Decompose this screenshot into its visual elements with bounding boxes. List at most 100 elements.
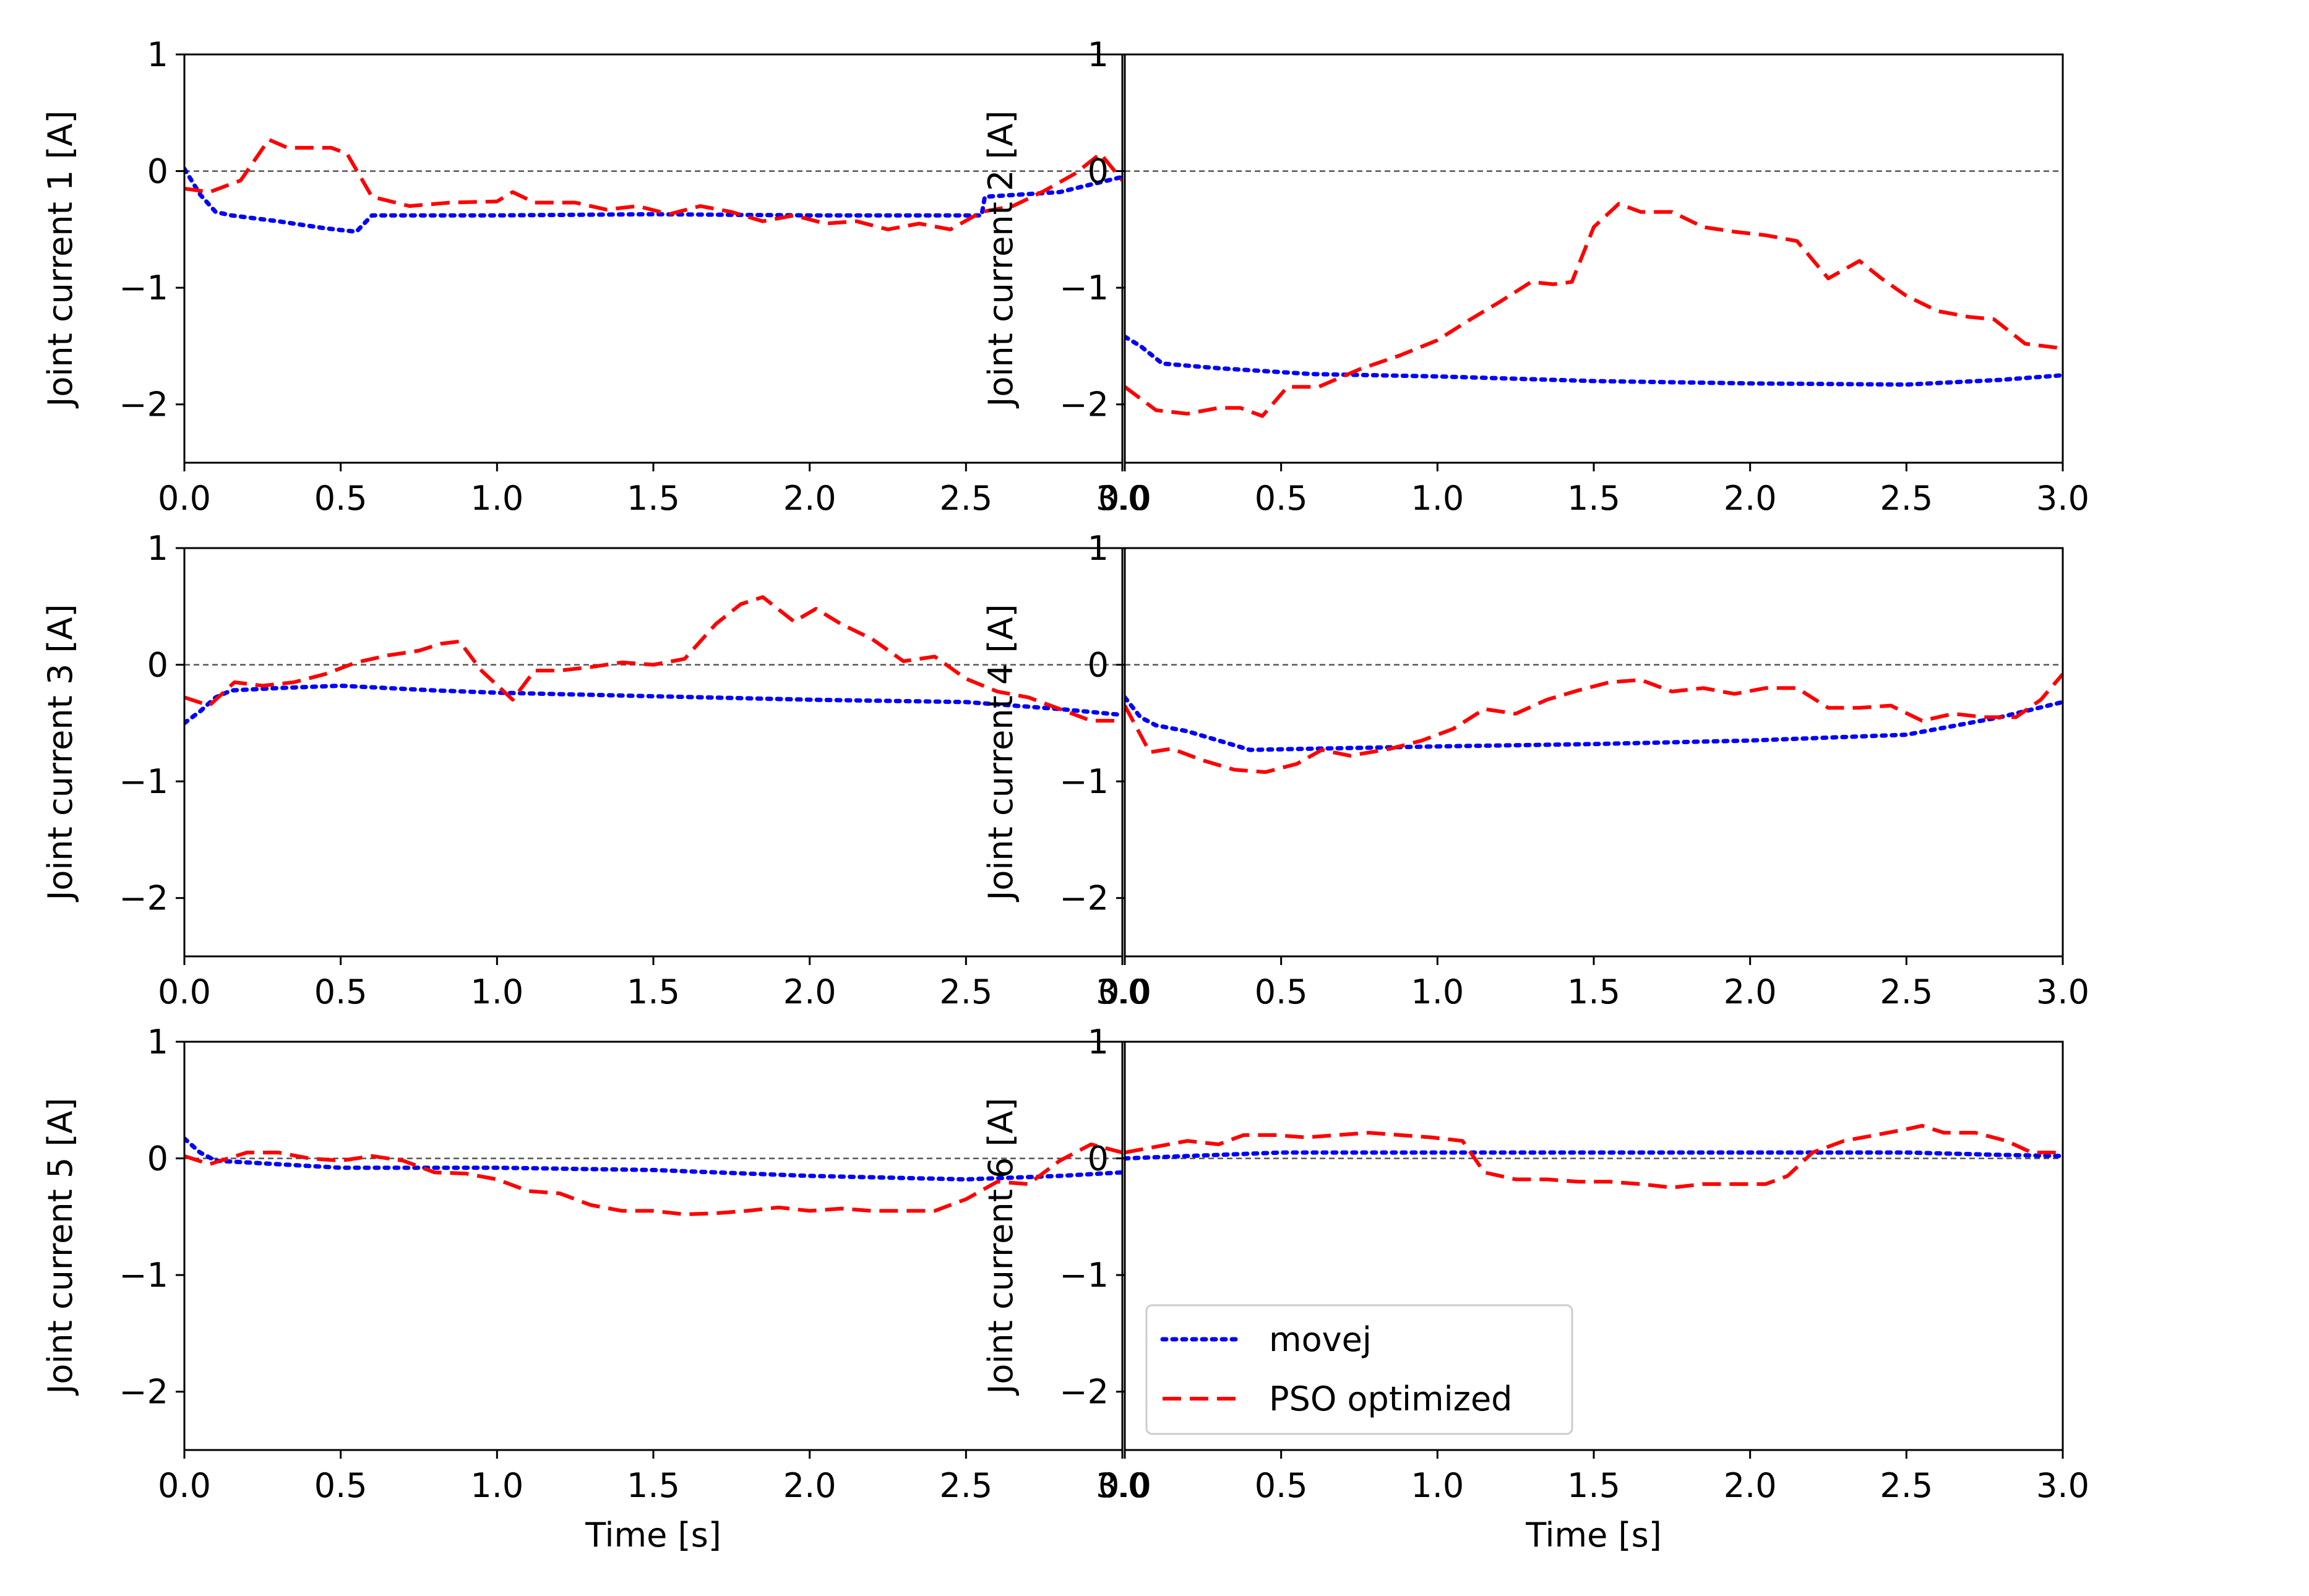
x-tick-label: 3.0	[1096, 1466, 1149, 1505]
x-tick-label: 1.0	[1411, 1466, 1464, 1505]
x-tick-label: 0.5	[314, 479, 368, 518]
series-group	[184, 137, 1122, 234]
pso-optimized-line	[1125, 1123, 2063, 1190]
pso-optimized-line	[184, 1142, 1122, 1217]
y-tick-label: 0	[147, 1139, 168, 1178]
x-tick-label: 0.0	[158, 972, 211, 1011]
x-tick-label: 1.5	[627, 1466, 680, 1505]
pso-optimized-line	[1125, 672, 2063, 774]
legend-box	[1145, 1304, 1573, 1435]
movej-line	[1125, 1150, 2063, 1161]
y-tick-label: 1	[1088, 529, 1109, 568]
y-tick-label: 0	[147, 152, 168, 191]
y-axis-label: Joint current 1 [A]	[41, 110, 80, 408]
y-tick-label: 1	[1088, 35, 1109, 74]
subplot-1: 0.0 0.5 1.0 1.5 2.0 2.5 3.0 1 0 −1 −2 Joint current…	[41, 35, 1149, 518]
movej-line	[184, 166, 1122, 234]
series-group	[184, 1136, 1122, 1217]
y-tick-label: −2	[1059, 879, 1109, 918]
x-tick-label: 1.5	[1567, 479, 1620, 518]
x-tick-label: 0.5	[1255, 972, 1308, 1011]
x-tick-label: 0.0	[158, 479, 211, 518]
x-tick-label: 0.5	[1255, 479, 1308, 518]
legend-label: PSO optimized	[1269, 1379, 1512, 1418]
x-tick-label: 1.0	[470, 1466, 523, 1505]
x-tick-label: 2.0	[783, 479, 836, 518]
y-tick-label: 0	[147, 646, 168, 685]
y-axis-label: Joint current 5 [A]	[41, 1097, 80, 1396]
y-tick-label: −2	[119, 1373, 168, 1412]
x-tick-label: 1.0	[470, 479, 523, 518]
subplot-4: 0.0 0.5 1.0 1.5 2.0 2.5 3.0 1 0 −1 −2 Joint current…	[981, 529, 2089, 1011]
x-tick-label: 1.0	[470, 972, 523, 1011]
movej-line	[184, 1136, 1122, 1182]
series-group	[184, 595, 1122, 726]
x-tick-label: 2.0	[783, 1466, 836, 1505]
x-tick-label: 1.0	[1411, 972, 1464, 1011]
x-tick-label: 2.0	[1724, 972, 1777, 1011]
x-tick-label: 3.0	[1096, 972, 1149, 1011]
y-axis-label: Joint current 6 [A]	[981, 1097, 1020, 1396]
x-tick-label: 2.5	[939, 972, 992, 1011]
series-group	[1125, 202, 2063, 418]
pso-optimized-line	[1125, 202, 2063, 418]
y-axis-label: Joint current 2 [A]	[981, 110, 1020, 408]
x-tick-label: 2.5	[1880, 1466, 1933, 1505]
legend-label: movej	[1269, 1320, 1372, 1359]
y-tick-label: 1	[147, 1023, 168, 1062]
x-tick-label: 0.0	[1098, 479, 1151, 518]
axes-frame	[1124, 547, 2064, 958]
y-tick-label: −2	[119, 879, 168, 918]
y-tick-label: −2	[1059, 1373, 1109, 1412]
x-tick-label: 1.5	[627, 972, 680, 1011]
y-tick-label: 1	[1088, 1023, 1109, 1062]
x-tick-label: 1.5	[627, 479, 680, 518]
x-tick-label: 3.0	[2036, 1466, 2089, 1505]
x-tick-label: 0.5	[1255, 1466, 1308, 1505]
x-tick-label: 3.0	[2036, 972, 2089, 1011]
y-tick-label: −1	[119, 762, 168, 801]
subplot-5: 0.0 0.5 1.0 1.5 2.0 2.5 3.0 1 0 −1 −2 Joint current…	[41, 1023, 1149, 1555]
y-axis-label: Joint current 4 [A]	[981, 604, 1020, 902]
y-tick-label: 0	[1088, 152, 1109, 191]
y-axis-label: Joint current 3 [A]	[41, 604, 80, 902]
y-tick-label: −1	[119, 268, 168, 307]
pso-optimized-line	[184, 595, 1122, 723]
series-group	[1125, 1123, 2063, 1190]
x-tick-label: 0.5	[314, 1466, 368, 1505]
x-tick-label: 0.0	[158, 1466, 211, 1505]
x-tick-label: 0.0	[1098, 1466, 1151, 1505]
y-tick-label: −1	[1059, 268, 1109, 307]
subplot-3: 0.0 0.5 1.0 1.5 2.0 2.5 3.0 1 0 −1 −2 Joint current…	[41, 529, 1149, 1011]
x-tick-label: 2.0	[1724, 479, 1777, 518]
y-tick-label: 0	[1088, 646, 1109, 685]
y-tick-label: −2	[1059, 385, 1109, 424]
pso-optimized-line	[184, 137, 1122, 231]
y-tick-label: −1	[1059, 762, 1109, 801]
x-tick-label: 0.0	[1098, 972, 1151, 1011]
x-tick-label: 1.0	[1411, 479, 1464, 518]
y-tick-label: 1	[147, 529, 168, 568]
x-tick-label: 2.5	[939, 1466, 992, 1505]
movej-line	[1125, 334, 2063, 387]
x-axis-label: Time [s]	[1525, 1516, 1662, 1555]
y-tick-label: −1	[1059, 1256, 1109, 1295]
y-tick-label: 1	[147, 35, 168, 74]
legend: movej PSO optimized	[1145, 1304, 1573, 1435]
series-group	[1125, 672, 2063, 774]
x-tick-label: 3.0	[2036, 479, 2089, 518]
y-tick-label: 0	[1088, 1139, 1109, 1178]
x-tick-label: 3.0	[1096, 479, 1149, 518]
y-tick-label: −1	[119, 1256, 168, 1295]
x-tick-label: 2.5	[939, 479, 992, 518]
axes-frame	[1124, 53, 2064, 464]
x-tick-label: 2.0	[783, 972, 836, 1011]
x-axis-label: Time [s]	[585, 1516, 721, 1555]
x-tick-label: 0.5	[314, 972, 368, 1011]
x-tick-label: 2.5	[1880, 479, 1933, 518]
subplot-2: 0.0 0.5 1.0 1.5 2.0 2.5 3.0 1 0 −1 −2 Joint current…	[981, 35, 2089, 518]
x-tick-label: 2.0	[1724, 1466, 1777, 1505]
x-tick-label: 2.5	[1880, 972, 1933, 1011]
subplot-6: 0.0 0.5 1.0 1.5 2.0 2.5 3.0 1 0 −1 −2 Joint current…	[981, 1023, 2089, 1555]
x-tick-label: 1.5	[1567, 1466, 1620, 1505]
